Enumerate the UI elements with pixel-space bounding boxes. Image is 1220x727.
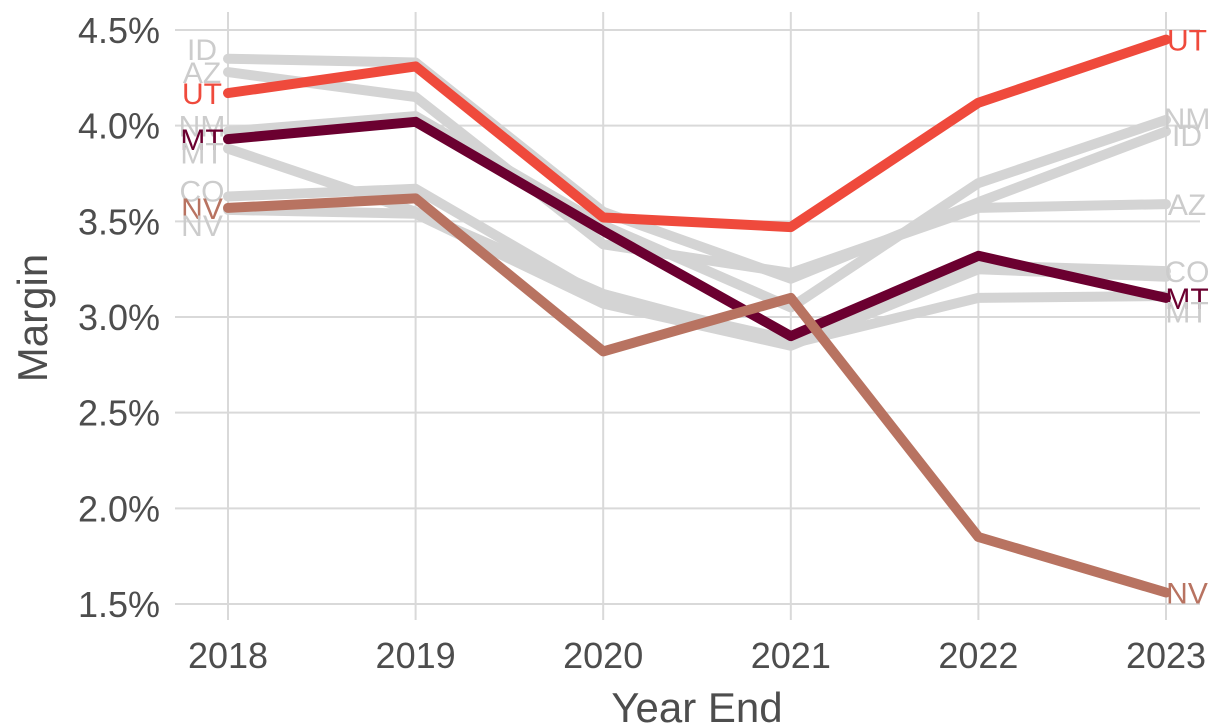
series-line-az [223, 67, 1171, 278]
series-label-nv: NV [1166, 578, 1208, 611]
series-line-nm [223, 111, 1171, 313]
series-label-co: CO [180, 176, 225, 209]
y-tick-label: 3.0% [78, 297, 160, 338]
x-axis-ticks: 2018 2019 2020 2021 2022 2023 [188, 635, 1206, 676]
x-tick-label: 2018 [188, 635, 268, 676]
background-series [223, 53, 1171, 351]
y-axis-ticks: 1.5% 2.0% 2.5% 3.0% 3.5% 4.0% 4.5% [78, 10, 160, 625]
series-label-ut: UT [182, 78, 222, 111]
series-label-co: CO [1165, 256, 1210, 289]
series-label-az: AZ [1168, 189, 1206, 222]
series-label-mt: MT [180, 124, 223, 157]
series-label-mt: MT [180, 137, 223, 170]
series-label-az: AZ [183, 57, 221, 90]
series-label-nv: NV [181, 210, 223, 243]
y-axis-title: Margin [9, 254, 56, 382]
series-label-nv: NV [181, 193, 223, 226]
x-axis-title: Year End [611, 684, 782, 727]
x-tick-label: 2019 [376, 635, 456, 676]
y-tick-label: 3.5% [78, 201, 160, 242]
series-label-mt: MT [1165, 283, 1208, 316]
x-tick-label: 2021 [751, 635, 831, 676]
x-tick-label: 2020 [563, 635, 643, 676]
y-tick-label: 4.5% [78, 10, 160, 51]
highlight-series [223, 34, 1171, 598]
y-tick-label: 4.0% [78, 106, 160, 147]
y-tick-label: 2.0% [78, 488, 160, 529]
series-line-mt [223, 116, 1171, 342]
series-line-ut [223, 34, 1171, 233]
series-label-nm: NM [1164, 103, 1211, 136]
series-line-nv [223, 193, 1171, 598]
x-tick-label: 2022 [938, 635, 1018, 676]
y-tick-label: 1.5% [78, 584, 160, 625]
series-label-mt: MT [1165, 296, 1208, 329]
series-label-ut: UT [1167, 25, 1207, 58]
series-label-id: ID [1172, 120, 1202, 153]
series-line-id [223, 53, 1171, 284]
x-tick-label: 2023 [1126, 635, 1206, 676]
series-label-id: ID [187, 34, 217, 67]
y-tick-label: 2.5% [78, 393, 160, 434]
series-label-nm: NM [179, 111, 226, 144]
